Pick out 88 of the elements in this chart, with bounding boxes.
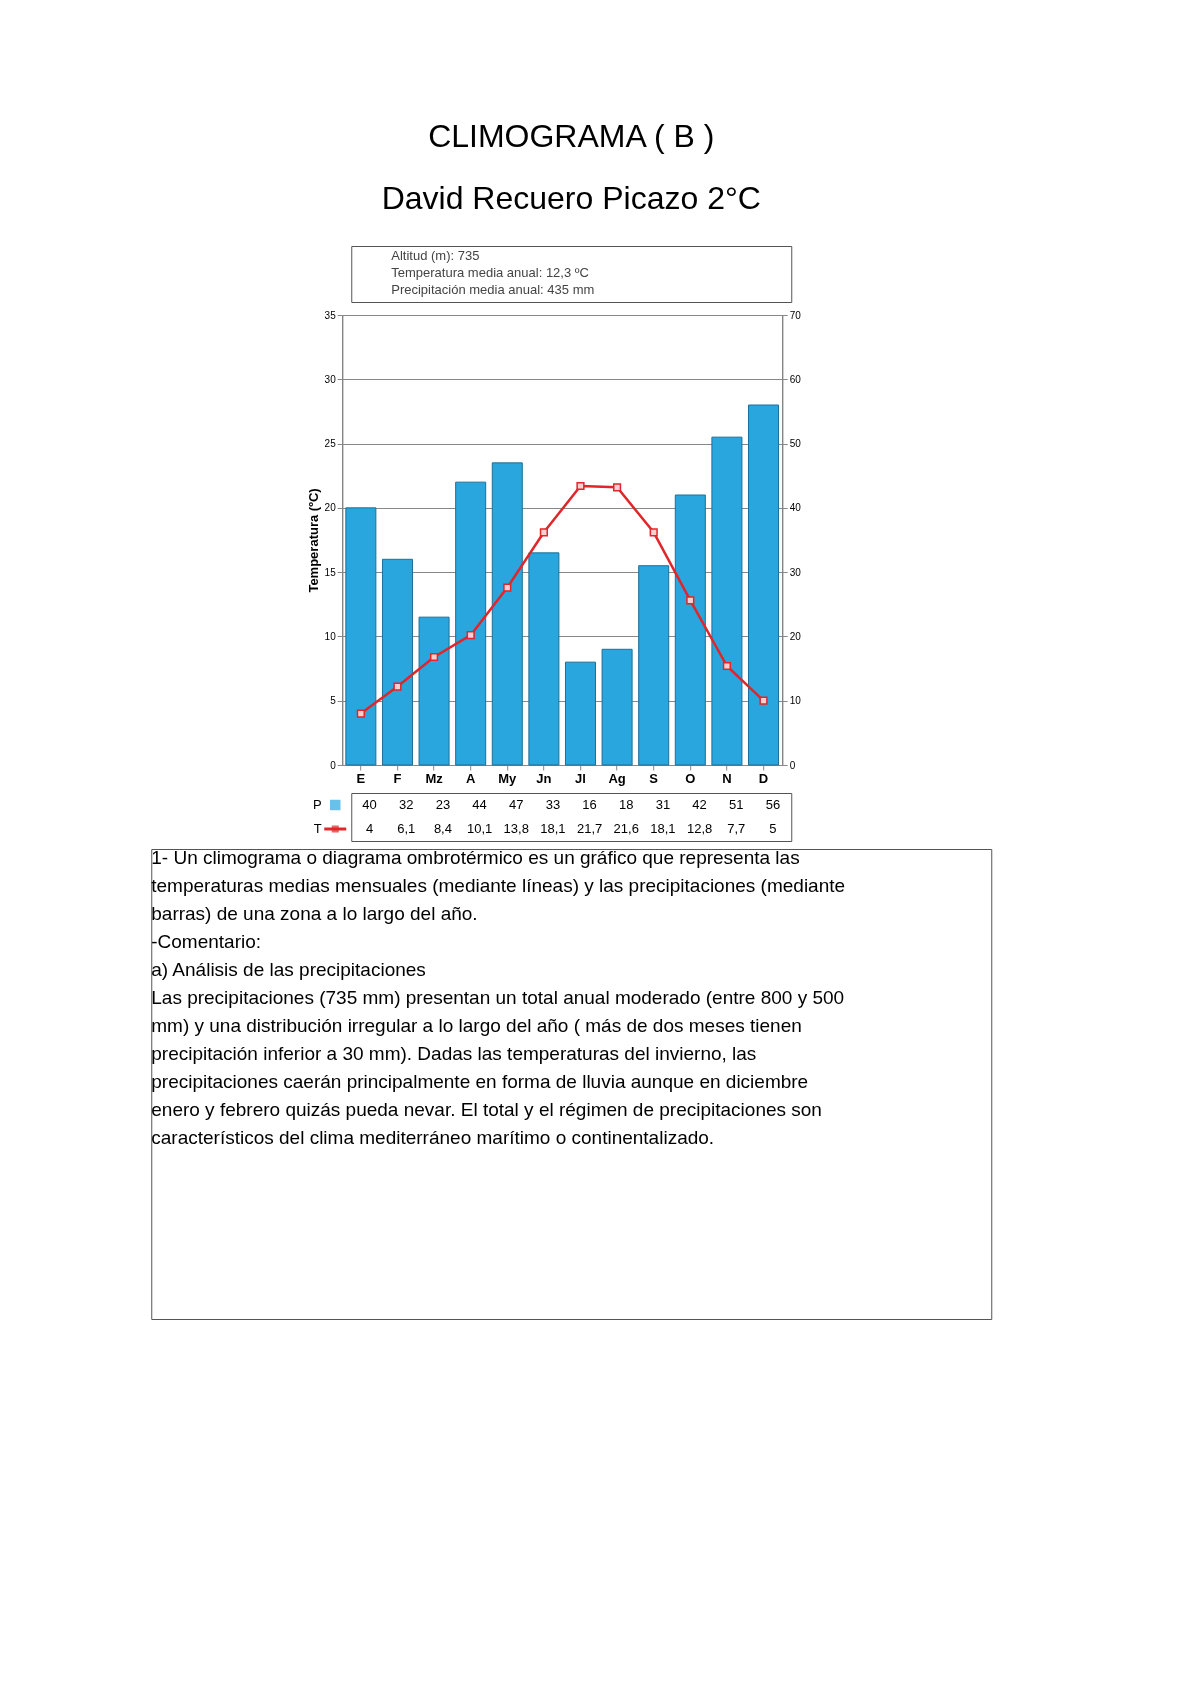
y-tick-label: 20 <box>324 502 337 514</box>
point <box>686 596 695 605</box>
x-tick-label: O <box>685 770 696 786</box>
chart-subtitle: David Recuero Picazo 2°C <box>381 179 761 216</box>
x-tick-label: My <box>498 770 518 786</box>
data-label: 21,6 <box>613 821 639 836</box>
x-tick-label: Mz <box>425 770 444 786</box>
bar <box>711 436 743 766</box>
data-label: 44 <box>472 797 487 812</box>
bar <box>601 648 633 766</box>
x-tick-label: Jl <box>575 770 586 786</box>
bar <box>674 494 706 766</box>
text: Las precipitaciones (735 mm) presentan un total anual moderado (entre 800 y 500 mm) y una distribución irregular a lo largo del año ( más de dos meses tienen precipitación inferior a 30 mm). Dadas las temperaturas del invierno, las precipitaciones caerán principalmente en forma de lluvia aunque en diciembre enero y febrero quizás pueda nevar. El total y el régimen de precipitaciones son característicos del clima mediterráneo marítimo o continentalizado. <box>151 987 845 1148</box>
data-label: 31 <box>655 797 671 812</box>
x-tick-label: Jn <box>536 770 552 786</box>
point <box>356 709 365 718</box>
data-label: 23 <box>435 797 451 812</box>
y-tick-label: 10 <box>324 630 337 642</box>
x-tick-label: F <box>393 770 402 786</box>
bar <box>491 462 523 766</box>
y2-tick-label: 0 <box>789 759 796 771</box>
bar <box>528 552 560 766</box>
legend-label: T <box>313 821 322 836</box>
point <box>649 528 658 537</box>
data-label: 4 <box>365 821 374 836</box>
y-tick-label: 30 <box>324 373 337 385</box>
data-label: 47 <box>509 797 524 812</box>
x-tick-label: D <box>758 770 769 786</box>
data-label: 40 <box>362 797 377 812</box>
point <box>503 583 512 592</box>
y-axis-title: Temperatura (ºC) <box>305 488 321 593</box>
point <box>722 661 732 671</box>
x-tick-label: E <box>356 770 366 786</box>
legend-label: P <box>313 797 322 812</box>
x-tick-label: S <box>649 770 659 786</box>
data-label: 33 <box>545 797 561 812</box>
y2-tick-label: 40 <box>789 502 802 514</box>
bar <box>418 616 450 766</box>
bar <box>455 481 487 766</box>
data-label: 18,1 <box>650 821 676 836</box>
bar <box>638 565 670 766</box>
y2-tick-label: 60 <box>789 373 802 385</box>
y2-tick-label: 10 <box>789 695 802 707</box>
data-label: 6,1 <box>397 821 416 836</box>
data-label: 10,1 <box>466 821 493 836</box>
data-label: 16 <box>582 797 597 812</box>
point <box>466 631 475 640</box>
y-tick-label: 25 <box>324 438 337 450</box>
chart-title: CLIMOGRAMA ( B ) <box>428 117 715 154</box>
y2-tick-label: 70 <box>789 309 802 321</box>
bar <box>564 661 596 766</box>
text: Temperatura media anual: 12,3 ºC <box>391 265 589 280</box>
data-label: 18,1 <box>540 821 566 836</box>
text: 1- Un climograma o diagrama ombrotérmico es un gráfico que representa las temperaturas medias mensuales (mediante líneas) y las precipitaciones (mediante barras) de una zona a lo largo del año. <box>151 847 846 924</box>
x-tick-label: A <box>465 770 476 786</box>
y-tick-label: 5 <box>330 695 337 707</box>
y2-tick-label: 50 <box>789 438 802 450</box>
y-tick-label: 0 <box>330 759 337 771</box>
text: a) Análisis de las precipitaciones <box>151 959 426 980</box>
data-label: 5 <box>769 821 777 836</box>
point <box>539 528 548 537</box>
data-label: 51 <box>729 797 744 812</box>
point <box>393 682 402 691</box>
x-tick-label: Ag <box>608 770 626 786</box>
y2-tick-label: 20 <box>789 630 802 642</box>
y-tick-label: 15 <box>324 566 337 578</box>
y-tick-label: 35 <box>324 309 337 321</box>
data-label: 18 <box>619 797 634 812</box>
data-label: 42 <box>692 797 707 812</box>
y2-tick-label: 30 <box>789 566 802 578</box>
point <box>429 652 439 662</box>
data-label: 56 <box>765 797 781 812</box>
data-label: 12,8 <box>686 821 713 836</box>
bar <box>381 558 413 766</box>
bar <box>748 404 780 766</box>
data-label: 8,4 <box>433 821 452 836</box>
data-label: 21,7 <box>576 821 603 836</box>
bar <box>345 507 377 766</box>
data-label: 32 <box>399 797 414 812</box>
data-label: 13,8 <box>503 821 529 836</box>
point <box>612 483 622 492</box>
point <box>576 481 585 491</box>
text: Precipitación media anual: 435 mm <box>391 282 595 297</box>
data-label: 7,7 <box>727 821 746 836</box>
text: -Comentario: <box>151 931 262 952</box>
x-tick-label: N <box>722 770 732 786</box>
point <box>759 696 768 705</box>
text: Altitud (m): 735 <box>391 248 480 263</box>
